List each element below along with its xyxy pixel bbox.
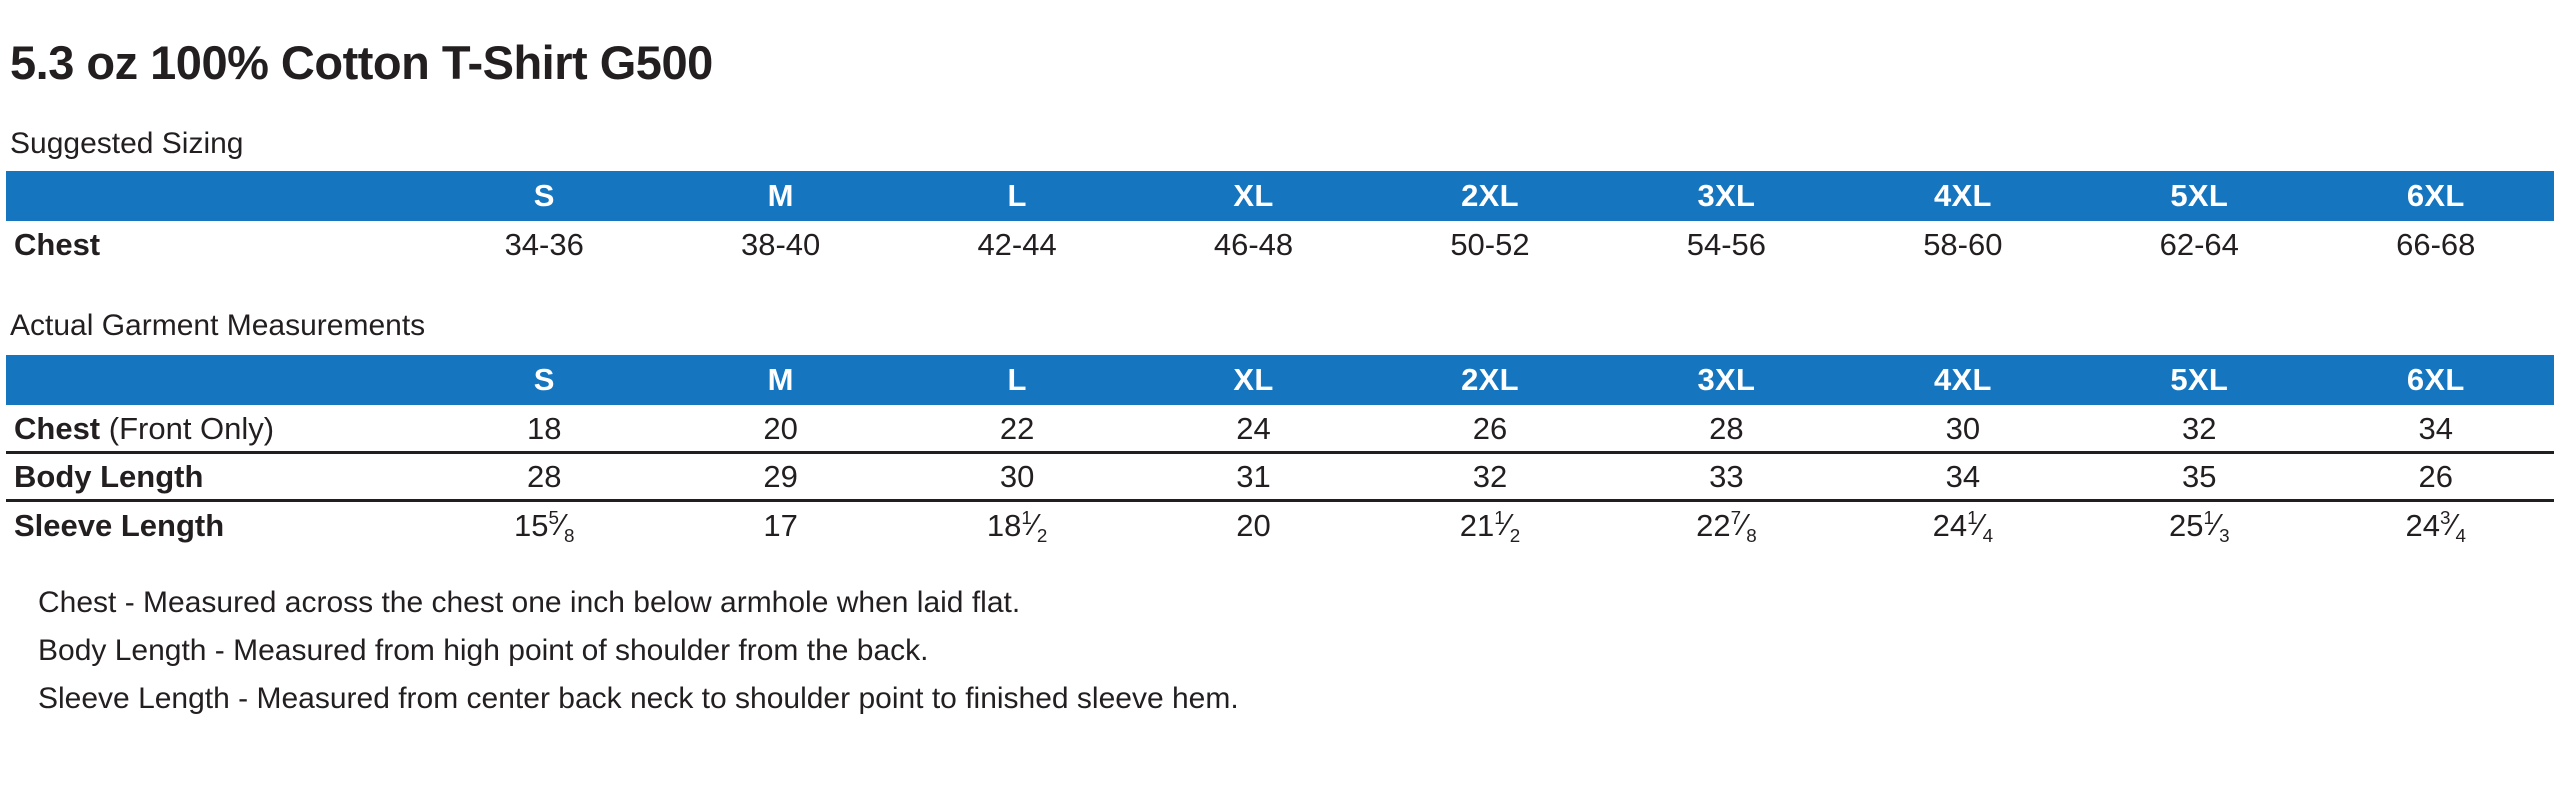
cell-sleevelength-5xl: 251⁄3 (2081, 499, 2318, 549)
suggested-sizing-table: S M L XL 2XL 3XL 4XL 5XL 6XL Chest 34-36… (6, 170, 2554, 269)
cell-chest-5xl: 62-64 (2159, 227, 2239, 263)
cell-sleevelength-m: 17 (662, 499, 899, 549)
row-label-body-length: Body Length (6, 451, 426, 501)
actual-measurements-caption: Actual Garment Measurements (10, 308, 426, 342)
cell-chest-2xl: 50-52 (1450, 227, 1530, 263)
cell-bodylength-2xl: 32 (1371, 451, 1609, 501)
column-header-xl: XL (1135, 170, 1372, 221)
column-header-5xl: 5XL (2081, 354, 2318, 405)
cell-bodylength-s: 28 (426, 451, 663, 501)
cell-sleevelength-6xl: 243⁄4 (2317, 499, 2554, 549)
column-header-4xl: 4XL (1844, 170, 2082, 221)
cell-chestfront-4xl: 30 (1945, 410, 1981, 446)
column-header-5xl: 5XL (2081, 170, 2318, 221)
row-label-text: Sleeve Length (14, 508, 225, 544)
note-body-length: Body Length - Measured from high point o… (38, 633, 929, 667)
column-header-2xl: 2XL (1371, 170, 1609, 221)
row-label-qualifier: (Front Only) (100, 410, 275, 446)
row-label-text: Chest (14, 227, 101, 263)
cell-chest-l: 42-44 (977, 227, 1057, 263)
column-header-3xl: 3XL (1608, 354, 1845, 405)
column-header-m: M (662, 354, 899, 405)
cell-chest-m: 38-40 (741, 227, 821, 263)
table-header-row: S M L XL 2XL 3XL 4XL 5XL 6XL (6, 170, 2554, 221)
column-header-l: L (898, 170, 1136, 221)
table-row: Body Length 28 29 30 31 32 33 34 35 26 (6, 451, 2554, 501)
table-row: Sleeve Length 155⁄8 17 181⁄2 20 211⁄2 22… (6, 499, 2554, 549)
cell-chest-s: 34-36 (504, 227, 584, 263)
measurement-notes: Chest - Measured across the chest one in… (6, 579, 2554, 723)
cell-chest-3xl: 54-56 (1686, 227, 1767, 263)
size-chart-page: 5.3 oz 100% Cotton T-Shirt G500 Suggeste… (0, 31, 2560, 802)
cell-bodylength-l: 30 (898, 451, 1136, 501)
row-label-chest: Chest (6, 221, 426, 269)
table-row: Chest (Front Only) 18 20 22 24 26 28 30 … (6, 405, 2554, 453)
row-label-text: Chest (14, 410, 101, 446)
cell-bodylength-m: 29 (662, 451, 899, 501)
column-header-xl: XL (1135, 354, 1372, 405)
suggested-sizing-caption: Suggested Sizing (10, 126, 244, 160)
cell-sleevelength-4xl: 241⁄4 (1844, 499, 2082, 549)
cell-bodylength-4xl: 34 (1844, 451, 2082, 501)
cell-chestfront-xl: 24 (1236, 410, 1271, 446)
cell-chestfront-2xl: 26 (1472, 410, 1508, 446)
cell-chest-xl: 46-48 (1213, 227, 1294, 263)
table-header-row: S M L XL 2XL 3XL 4XL 5XL 6XL (6, 354, 2554, 405)
column-header-m: M (662, 170, 899, 221)
cell-sleevelength-xl: 20 (1135, 499, 1372, 549)
column-header-s: S (426, 170, 663, 221)
cell-sleevelength-2xl: 211⁄2 (1371, 499, 1609, 549)
column-header-label (6, 170, 426, 221)
note-sleeve-length: Sleeve Length - Measured from center bac… (38, 681, 1239, 715)
column-header-6xl: 6XL (2317, 170, 2554, 221)
cell-chestfront-3xl: 28 (1709, 410, 1744, 446)
column-header-s: S (426, 354, 663, 405)
column-header-l: L (898, 354, 1136, 405)
actual-measurements-table: S M L XL 2XL 3XL 4XL 5XL 6XL Chest (Fron… (6, 354, 2554, 549)
column-header-3xl: 3XL (1608, 170, 1845, 221)
cell-bodylength-5xl: 35 (2081, 451, 2318, 501)
cell-bodylength-6xl: 26 (2317, 451, 2554, 501)
row-label-chest-front-only: Chest (Front Only) (6, 405, 426, 453)
cell-chest-4xl: 58-60 (1923, 227, 2003, 263)
cell-sleevelength-s: 155⁄8 (426, 499, 663, 549)
cell-chest-6xl: 66-68 (2396, 227, 2476, 263)
column-header-6xl: 6XL (2317, 354, 2554, 405)
cell-chestfront-6xl: 34 (2418, 410, 2453, 446)
cell-chestfront-m: 20 (763, 410, 798, 446)
column-header-2xl: 2XL (1371, 354, 1609, 405)
cell-bodylength-3xl: 33 (1608, 451, 1845, 501)
cell-sleevelength-l: 181⁄2 (898, 499, 1136, 549)
page-title: 5.3 oz 100% Cotton T-Shirt G500 (10, 36, 713, 90)
row-label-sleeve-length: Sleeve Length (6, 499, 426, 549)
cell-bodylength-xl: 31 (1135, 451, 1372, 501)
row-label-text: Body Length (14, 459, 204, 495)
cell-chestfront-5xl: 32 (2182, 410, 2217, 446)
cell-chestfront-s: 18 (526, 410, 562, 446)
cell-sleevelength-3xl: 227⁄8 (1608, 499, 1845, 549)
table-row: Chest 34-36 38-40 42-44 46-48 50-52 54-5… (6, 221, 2554, 269)
column-header-4xl: 4XL (1844, 354, 2082, 405)
cell-chestfront-l: 22 (999, 410, 1035, 446)
column-header-label (6, 354, 426, 405)
note-chest: Chest - Measured across the chest one in… (38, 585, 1021, 619)
